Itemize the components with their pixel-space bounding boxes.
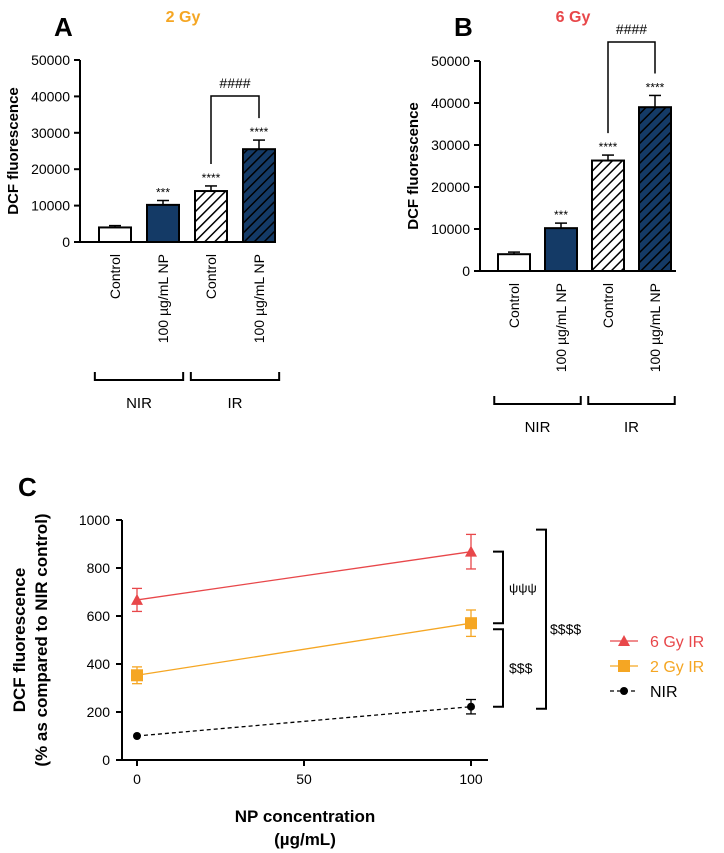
bracket-2gy-vs-nir <box>493 628 504 708</box>
legend-marker <box>618 635 630 646</box>
bar <box>242 148 276 243</box>
comparison-label: #### <box>219 75 250 91</box>
data-point <box>131 593 143 605</box>
significance-label: *** <box>554 208 568 222</box>
y-tick-label: 0 <box>102 752 110 768</box>
y-tick-label: 10000 <box>431 221 470 237</box>
panel-letter-a: A <box>54 12 73 42</box>
bar <box>146 203 180 243</box>
bar <box>98 226 132 244</box>
x-tick-label: 0 <box>133 771 141 787</box>
panel-letter-c: C <box>18 472 37 502</box>
x-category-label: 100 µg/mL NP <box>553 283 569 372</box>
significance-label: *** <box>156 186 170 200</box>
legend-marker <box>620 687 628 695</box>
significance-label: **** <box>250 125 269 139</box>
group-label: IR <box>228 395 243 412</box>
y-tick-label: 400 <box>87 656 111 672</box>
bracket-label: $$$ <box>509 660 533 676</box>
comparison-bracket <box>210 95 260 164</box>
significance-label: **** <box>599 140 618 154</box>
y-tick-label: 10000 <box>31 198 70 214</box>
bar-chart-2gy: 2 Gy DCF fluorescence 0 10000 20000 30000 4000… <box>5 9 281 412</box>
data-point <box>133 732 141 740</box>
line-chart-np-concentration: 0 200 400 600 800 1000 0 50 100 NP concentration (… <box>10 512 704 849</box>
bracket-6gy-vs-2gy <box>493 550 504 625</box>
group-bracket <box>93 372 185 381</box>
y-axis-label: DCF fluorescence <box>10 568 29 713</box>
series-line <box>136 622 472 676</box>
bar <box>544 227 578 273</box>
y-tick-label: 1000 <box>79 512 110 528</box>
y-tick-label: 200 <box>87 704 111 720</box>
legend-marker <box>618 660 630 672</box>
legend-label: 6 Gy IR <box>650 634 704 651</box>
x-category-label: 100 µg/mL NP <box>647 283 663 372</box>
bar <box>638 106 672 272</box>
series-line <box>136 551 472 601</box>
bar <box>497 253 531 272</box>
x-category-label: 100 µg/mL NP <box>251 254 267 343</box>
y-tick-label: 50000 <box>431 53 470 69</box>
x-tick-label: 100 <box>459 771 483 787</box>
comparison-label: #### <box>616 21 647 37</box>
group-bracket <box>189 372 281 381</box>
bracket-label: ψψψ <box>509 580 537 595</box>
bar <box>591 159 625 272</box>
legend-label: 2 Gy IR <box>650 659 704 676</box>
x-category-label: Control <box>107 254 123 299</box>
group-label: NIR <box>525 419 551 436</box>
group-bracket <box>493 396 582 405</box>
y-tick-label: 40000 <box>31 88 70 104</box>
series-line <box>136 706 472 737</box>
y-tick-label: 800 <box>87 560 111 576</box>
y-tick-label: 50000 <box>31 52 70 68</box>
y-axis-label: DCF fluorescence <box>5 87 22 215</box>
data-point <box>467 702 475 711</box>
y-axis-label: DCF fluorescence <box>405 102 422 230</box>
significance-label: **** <box>202 171 221 185</box>
x-category-label: Control <box>506 283 522 328</box>
chart-title: 6 Gy <box>556 9 591 26</box>
bracket-label: $$$$ <box>550 621 581 637</box>
data-point <box>131 669 143 682</box>
x-axis-label-units: (µg/mL) <box>274 830 336 849</box>
y-tick-label: 20000 <box>31 161 70 177</box>
panel-letter-b: B <box>454 12 473 42</box>
x-category-label: Control <box>203 254 219 299</box>
y-tick-label: 0 <box>62 234 70 250</box>
bar <box>194 190 228 243</box>
y-tick-label: 40000 <box>431 95 470 111</box>
legend-label: NIR <box>650 684 678 701</box>
x-category-label: 100 µg/mL NP <box>155 254 171 343</box>
x-category-label: Control <box>600 283 616 328</box>
y-tick-label: 30000 <box>431 137 470 153</box>
y-axis-label-units: (% as compared to NIR control) <box>32 513 51 766</box>
bracket-6gy-vs-nir <box>536 528 547 710</box>
x-tick-label: 50 <box>296 771 312 787</box>
group-label: NIR <box>126 395 152 412</box>
comparison-bracket <box>607 41 656 134</box>
y-tick-label: 20000 <box>431 179 470 195</box>
data-point <box>465 617 477 630</box>
data-point <box>465 545 477 557</box>
bar-chart-6gy: 6 Gy DCF fluorescence 0 10000 20000 30000 4000… <box>405 9 676 436</box>
significance-label: **** <box>646 80 665 94</box>
group-label: IR <box>624 419 639 436</box>
y-tick-label: 30000 <box>31 125 70 141</box>
group-bracket <box>587 396 676 405</box>
y-tick-label: 600 <box>87 608 111 624</box>
y-tick-label: 0 <box>462 263 470 279</box>
chart-title: 2 Gy <box>166 9 201 26</box>
x-axis-label: NP concentration <box>235 807 375 826</box>
